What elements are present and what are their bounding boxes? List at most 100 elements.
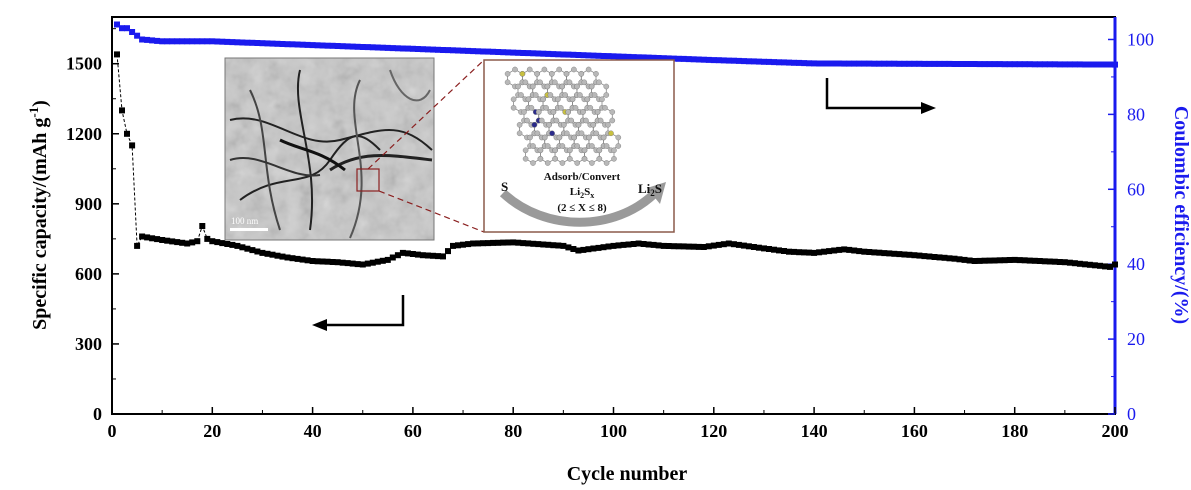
- capacity-point: [761, 245, 767, 252]
- efficiency-point: [515, 49, 522, 56]
- efficiency-point: [214, 38, 221, 45]
- efficiency-point: [294, 41, 301, 48]
- lattice-atom: [530, 143, 536, 149]
- capacity-point: [219, 240, 226, 247]
- efficiency-point: [690, 56, 697, 63]
- capacity-point: [264, 250, 271, 257]
- capacity-point: [831, 247, 838, 254]
- capacity-point: [319, 258, 326, 265]
- efficiency-point: [936, 60, 943, 67]
- capacity-point: [229, 241, 236, 248]
- x-tick-label: 100: [600, 421, 627, 441]
- efficiency-point: [901, 60, 908, 67]
- efficiency-point: [695, 56, 702, 63]
- capacity-point: [500, 239, 507, 246]
- efficiency-point: [911, 60, 918, 67]
- capacity-point: [1102, 263, 1108, 270]
- scale-bar-label: 100 nm: [231, 216, 258, 226]
- x-tick-label: 40: [304, 421, 322, 441]
- efficiency-point: [1051, 61, 1058, 68]
- efficiency-point: [1031, 61, 1038, 68]
- efficiency-point: [505, 49, 512, 56]
- capacity-point: [430, 252, 436, 259]
- efficiency-point: [510, 49, 517, 56]
- efficiency-point: [354, 43, 361, 50]
- capacity-point: [164, 237, 171, 244]
- capacity-point: [1046, 258, 1053, 265]
- efficiency-point: [610, 53, 617, 60]
- efficiency-point: [1026, 61, 1033, 68]
- lattice-atom: [603, 143, 610, 149]
- lattice-atom: [575, 122, 582, 128]
- lattice-atom: [552, 79, 558, 86]
- capacity-point: [404, 250, 411, 257]
- conversion-arrowhead: [647, 182, 666, 204]
- efficiency-point: [595, 52, 602, 59]
- y-tick-label: 0: [93, 404, 102, 424]
- efficiency-point: [575, 52, 582, 58]
- capacity-point: [695, 243, 702, 250]
- lattice-atom: [581, 155, 588, 162]
- y2-tick-label: 100: [1127, 29, 1154, 49]
- y-tick-label: 1200: [66, 124, 102, 144]
- efficiency-point: [374, 44, 381, 51]
- efficiency-point: [1102, 61, 1108, 68]
- lattice-atom: [577, 92, 583, 98]
- capacity-point: [1021, 257, 1028, 264]
- nanosheet-wrinkles: [229, 69, 433, 239]
- lattice-atom: [574, 160, 581, 166]
- efficiency-point: [1066, 61, 1073, 68]
- capacity-point: [710, 242, 717, 249]
- efficiency-point: [384, 44, 391, 51]
- capacity-point: [660, 242, 667, 249]
- lattice-atom: [519, 71, 526, 77]
- lattice-atom: [561, 122, 567, 128]
- efficiency-point: [450, 47, 456, 54]
- capacity-point: [1061, 259, 1068, 266]
- efficiency-point: [349, 43, 356, 50]
- efficiency-point: [941, 60, 948, 67]
- capacity-point: [495, 239, 502, 246]
- graphene-schematic-inset: Adsorb/Convert Li2Sx (2 ≤ X ≤ 8) S Li2S: [483, 59, 675, 233]
- capacity-point: [1026, 257, 1033, 264]
- capacity-point: [886, 250, 893, 257]
- lattice-atom: [559, 160, 566, 166]
- efficiency-point: [771, 59, 777, 66]
- efficiency-point: [465, 47, 472, 54]
- capacity-point: [730, 241, 737, 248]
- efficiency-point: [189, 38, 196, 45]
- capacity-point: [595, 244, 602, 251]
- capacity-point: [1001, 257, 1008, 264]
- capacity-point: [655, 242, 662, 249]
- efficiency-point: [555, 51, 562, 58]
- capacity-point: [916, 252, 923, 259]
- efficiency-point: [981, 61, 988, 68]
- efficiency-point: [786, 59, 792, 66]
- capacity-point: [1056, 259, 1063, 265]
- lattice-atom: [531, 122, 538, 128]
- efficiency-point: [259, 40, 266, 47]
- lattice-atom: [578, 130, 585, 137]
- capacity-point: [535, 241, 542, 248]
- capacity-point: [274, 252, 281, 259]
- lattice-atom: [556, 134, 563, 141]
- capacity-point: [1081, 261, 1088, 268]
- efficiency-point: [159, 38, 166, 45]
- lattice-atom: [524, 117, 530, 124]
- efficiency-point: [755, 58, 762, 65]
- efficiency-point: [234, 39, 241, 46]
- efficiency-point: [1001, 61, 1008, 68]
- y2-tick-label: 20: [1127, 329, 1145, 349]
- efficiency-point: [750, 58, 757, 65]
- lattice-atom: [530, 160, 536, 166]
- capacity-point: [470, 240, 477, 247]
- lattice-atom: [543, 105, 549, 111]
- capacity-point: [705, 243, 712, 250]
- capacity-point: [490, 239, 497, 246]
- lattice-atom: [611, 155, 617, 162]
- capacity-point: [409, 251, 416, 257]
- capacity-point: [1071, 260, 1078, 267]
- efficiency-point: [164, 38, 171, 45]
- efficiency-point: [455, 47, 461, 54]
- lattice-atom: [555, 96, 561, 103]
